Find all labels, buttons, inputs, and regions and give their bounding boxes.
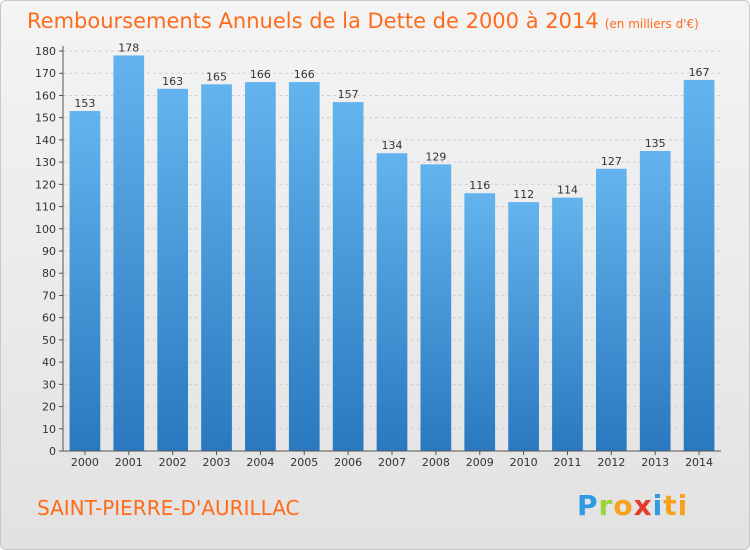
bar [508, 202, 539, 451]
place-name: SAINT-PIERRE-D'AURILLAC [37, 496, 300, 520]
y-tick-label: 30 [42, 378, 56, 391]
x-tick-label: 2012 [597, 456, 625, 469]
bar-value-label: 127 [601, 155, 622, 168]
x-tick-label: 2004 [246, 456, 274, 469]
bar [683, 79, 715, 451]
bar [332, 102, 364, 451]
bar [288, 82, 320, 451]
x-tick-label: 2002 [159, 456, 187, 469]
bar [201, 84, 232, 451]
y-tick-label: 180 [35, 45, 56, 58]
bar-value-label: 134 [382, 139, 403, 152]
bar [69, 111, 101, 451]
y-tick-label: 150 [35, 112, 56, 125]
bar-value-label: 153 [74, 97, 95, 110]
y-tick-label: 0 [49, 445, 56, 458]
data-labels: 153 178 163 165 166 166 157 134 129 116 112 114 127 1… [74, 41, 709, 201]
x-tick-label: 2013 [641, 456, 669, 469]
bar [595, 168, 627, 451]
bar-value-label: 166 [250, 68, 271, 81]
bar-value-label: 112 [513, 188, 534, 201]
y-tick-label: 40 [42, 356, 56, 369]
bar [113, 55, 145, 451]
x-tick-label: 2001 [115, 456, 143, 469]
y-tick-label: 50 [42, 334, 56, 347]
y-tick-label: 10 [42, 423, 56, 436]
x-tick-label: 2010 [510, 456, 538, 469]
brand-logo: Proxiti [577, 489, 688, 522]
bar-value-label: 135 [645, 137, 666, 150]
brand-letter: ti [663, 489, 689, 522]
bar [376, 153, 408, 451]
x-tick-label: 2005 [290, 456, 318, 469]
x-tick-label: 2007 [378, 456, 406, 469]
chart-title-text: Remboursements Annuels de la Dette de 20… [27, 9, 599, 33]
brand-letter: x [633, 489, 653, 522]
bar-value-label: 163 [162, 75, 183, 88]
bar [464, 193, 496, 451]
bar-value-label: 157 [338, 88, 359, 101]
y-tick-label: 60 [42, 312, 56, 325]
y-tick-label: 140 [35, 134, 56, 147]
bar-value-label: 165 [206, 70, 227, 83]
bars [69, 55, 715, 452]
y-tick-label: 70 [42, 289, 56, 302]
x-tick-label: 2008 [422, 456, 450, 469]
x-tick-label: 2006 [334, 456, 362, 469]
bar-value-label: 116 [469, 179, 490, 192]
chart-title: Remboursements Annuels de la Dette de 20… [27, 9, 699, 33]
y-tick-label: 170 [35, 67, 56, 80]
bar [420, 164, 452, 452]
y-tick-label: 130 [35, 156, 56, 169]
bar [157, 88, 189, 452]
bar-value-label: 167 [689, 66, 710, 79]
x-tick-label: 2011 [553, 456, 581, 469]
bar-value-label: 129 [425, 150, 446, 163]
brand-letter: r [598, 489, 614, 522]
y-tick-label: 80 [42, 267, 56, 280]
y-tick-label: 90 [42, 245, 56, 258]
unit-note: (en milliers d'€) [604, 17, 699, 31]
y-tick-label: 160 [35, 89, 56, 102]
y-tick-label: 110 [35, 201, 56, 214]
y-tick-label: 120 [35, 178, 56, 191]
axes: 0 10 20 30 40 50 60 70 80 90 100 110 120 130 140 150 160… [35, 45, 721, 469]
x-tick-label: 2000 [71, 456, 99, 469]
bar-value-label: 114 [557, 184, 578, 197]
brand-letter: o [613, 489, 634, 522]
brand-letter: i [652, 489, 664, 522]
x-tick-label: 2014 [685, 456, 713, 469]
bar [639, 151, 671, 451]
brand-letter: P [577, 489, 599, 522]
y-tick-label: 100 [35, 223, 56, 236]
x-tick-label: 2009 [466, 456, 494, 469]
bar-value-label: 166 [294, 68, 315, 81]
bar-value-label: 178 [118, 41, 139, 54]
y-tick-label: 20 [42, 401, 56, 414]
bar [552, 197, 583, 451]
x-tick-label: 2003 [203, 456, 231, 469]
bar [245, 82, 276, 451]
